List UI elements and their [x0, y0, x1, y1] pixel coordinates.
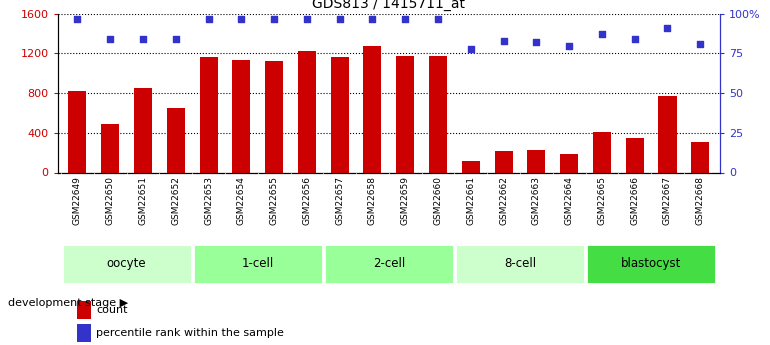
Point	[72, 16, 84, 21]
Bar	[330, 57, 349, 172]
Text: GSM22668: GSM22668	[696, 176, 705, 225]
Point	[596, 32, 608, 37]
Point	[399, 16, 411, 21]
Bar	[167, 108, 185, 172]
Bar	[462, 161, 480, 172]
FancyBboxPatch shape	[455, 244, 585, 284]
FancyBboxPatch shape	[192, 244, 323, 284]
Point	[694, 41, 706, 47]
Bar	[658, 96, 677, 172]
Text: count: count	[96, 305, 128, 315]
Point	[235, 16, 247, 21]
Point	[137, 37, 149, 42]
Point	[464, 46, 477, 51]
Text: GSM22654: GSM22654	[237, 176, 246, 225]
Bar	[560, 154, 578, 172]
Text: 2-cell: 2-cell	[373, 257, 405, 269]
Text: GSM22667: GSM22667	[663, 176, 672, 225]
Point	[104, 37, 116, 42]
Bar	[69, 91, 86, 172]
Bar	[397, 57, 414, 172]
Point	[432, 16, 444, 21]
Text: GSM22657: GSM22657	[335, 176, 344, 225]
FancyBboxPatch shape	[62, 244, 192, 284]
Point	[531, 40, 543, 45]
Text: GSM22653: GSM22653	[204, 176, 213, 225]
Text: GSM22659: GSM22659	[400, 176, 410, 225]
Text: GSM22658: GSM22658	[368, 176, 377, 225]
Point	[169, 37, 182, 42]
Bar	[199, 57, 218, 172]
Bar	[494, 151, 513, 172]
Point	[333, 16, 346, 21]
Text: GSM22664: GSM22664	[564, 176, 574, 225]
Bar	[527, 150, 545, 172]
Text: percentile rank within the sample: percentile rank within the sample	[96, 328, 284, 338]
Text: GSM22665: GSM22665	[598, 176, 607, 225]
Point	[628, 37, 641, 42]
Bar	[101, 124, 119, 172]
Bar	[77, 301, 91, 319]
Text: GSM22656: GSM22656	[303, 176, 311, 225]
Text: GSM22651: GSM22651	[139, 176, 148, 225]
Point	[563, 43, 575, 48]
Bar	[626, 138, 644, 172]
Text: GSM22655: GSM22655	[270, 176, 279, 225]
Bar	[363, 46, 381, 172]
Text: GSM22660: GSM22660	[434, 176, 443, 225]
Text: 1-cell: 1-cell	[242, 257, 274, 269]
Text: GSM22652: GSM22652	[171, 176, 180, 225]
Text: GSM22666: GSM22666	[630, 176, 639, 225]
Bar	[298, 51, 316, 172]
Text: development stage ▶: development stage ▶	[8, 298, 128, 308]
Point	[203, 16, 215, 21]
Point	[268, 16, 280, 21]
Point	[367, 16, 379, 21]
Bar	[233, 60, 250, 172]
Bar	[265, 61, 283, 172]
Point	[301, 16, 313, 21]
Text: GSM22649: GSM22649	[73, 176, 82, 225]
Bar	[691, 142, 709, 172]
Bar	[429, 57, 447, 172]
Text: 8-cell: 8-cell	[504, 257, 536, 269]
Text: GSM22663: GSM22663	[532, 176, 541, 225]
Bar	[593, 132, 611, 172]
Text: GSM22650: GSM22650	[105, 176, 115, 225]
Text: GSM22661: GSM22661	[467, 176, 475, 225]
Text: oocyte: oocyte	[107, 257, 146, 269]
Point	[497, 38, 510, 43]
Point	[661, 25, 674, 31]
Bar	[134, 88, 152, 172]
Title: GDS813 / 1415711_at: GDS813 / 1415711_at	[313, 0, 465, 11]
FancyBboxPatch shape	[586, 244, 716, 284]
Bar	[77, 324, 91, 342]
Text: GSM22662: GSM22662	[499, 176, 508, 225]
FancyBboxPatch shape	[324, 244, 454, 284]
Text: blastocyst: blastocyst	[621, 257, 681, 269]
